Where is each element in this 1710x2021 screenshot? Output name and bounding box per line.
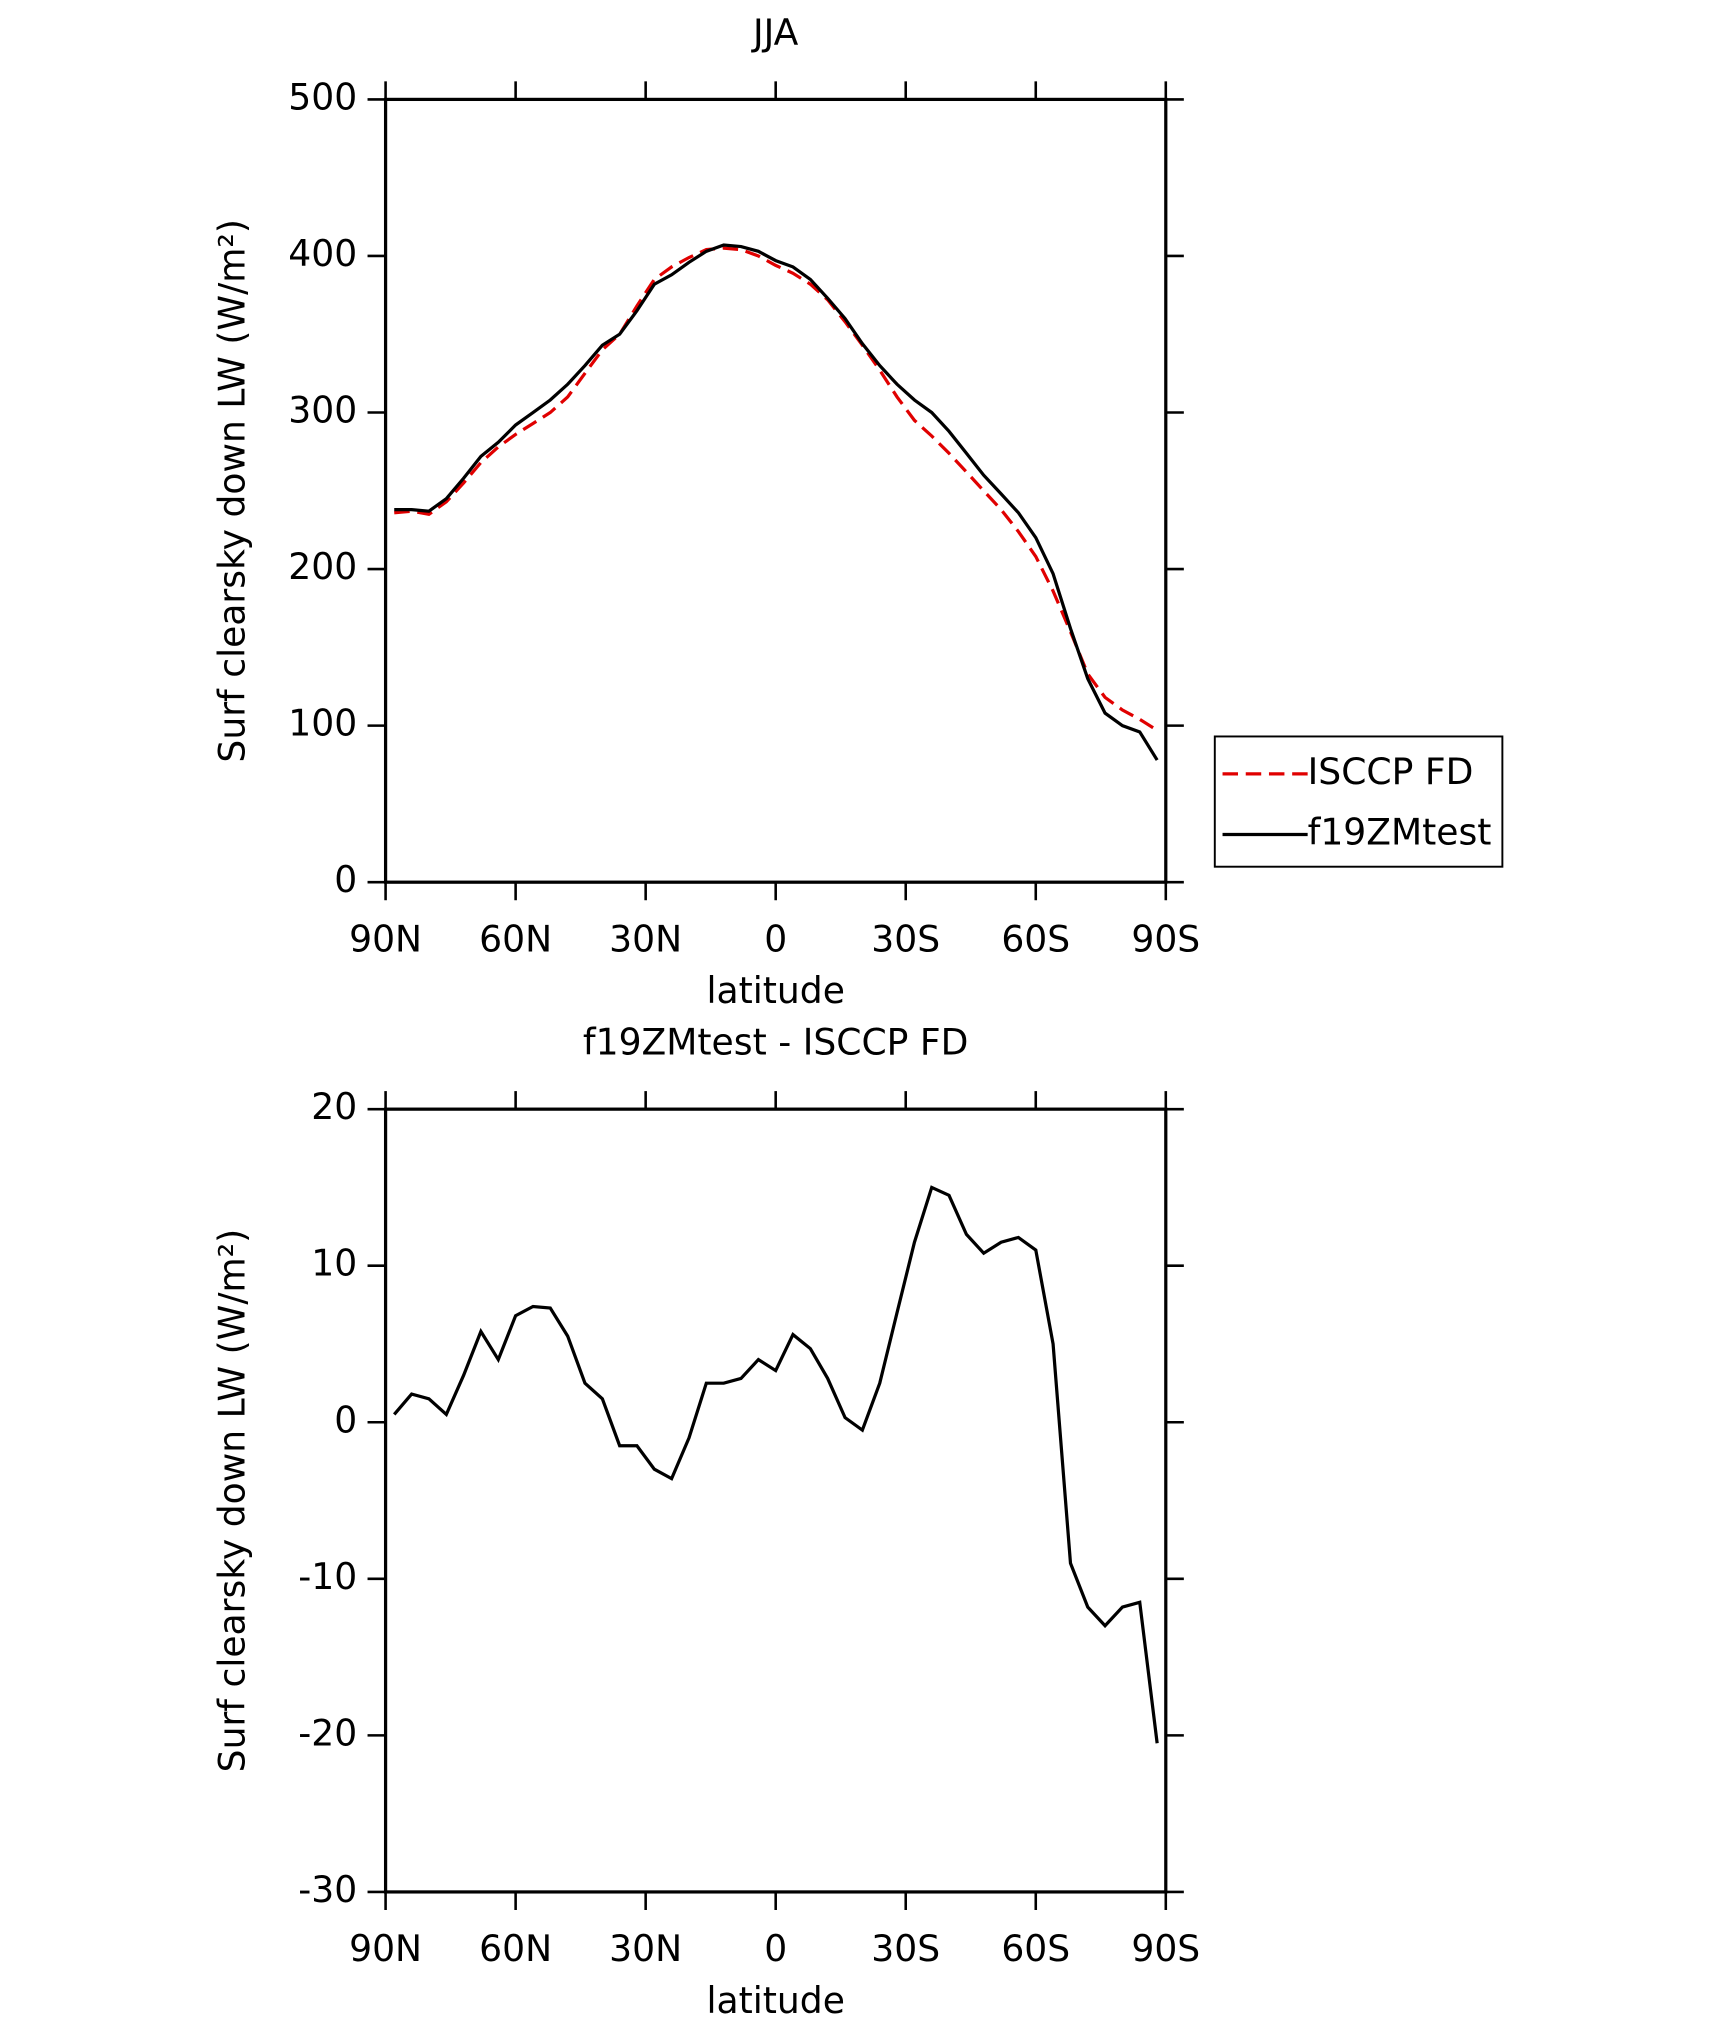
chart-title: JJA <box>751 11 799 54</box>
x-tick-label: 60N <box>479 1927 552 1970</box>
y-axis-label: Surf clearsky down LW (W/m²) <box>211 219 254 763</box>
x-tick-label: 90S <box>1131 1927 1200 1970</box>
y-tick-label: 10 <box>311 1242 357 1285</box>
y-tick-label: 20 <box>311 1085 357 1128</box>
data-line <box>393 1185 1159 1744</box>
y-tick-label: 0 <box>334 858 357 901</box>
x-axis-label: latitude <box>706 1979 844 2021</box>
legend-label: f19ZMtest <box>1308 810 1492 853</box>
x-tick-label: 0 <box>764 1927 787 1970</box>
x-tick-label: 0 <box>764 918 787 961</box>
x-tick-label: 30S <box>871 1927 940 1970</box>
x-tick-label: 30S <box>871 918 940 961</box>
x-tick-label: 60N <box>479 918 552 961</box>
y-tick-label: -10 <box>298 1555 357 1598</box>
y-tick-label: 300 <box>288 389 357 432</box>
y-tick-label: 200 <box>288 545 357 588</box>
y-axis-label: Surf clearsky down LW (W/m²) <box>211 1229 254 1773</box>
x-tick-label: 30N <box>609 918 682 961</box>
y-tick-label: 0 <box>334 1398 357 1441</box>
chart-title: f19ZMtest - ISCCP FD <box>583 1021 969 1064</box>
legend-label: ISCCP FD <box>1308 750 1474 793</box>
x-tick-label: 60S <box>1001 1927 1070 1970</box>
x-tick-label: 90N <box>349 1927 422 1970</box>
x-tick-label: 30N <box>609 1927 682 1970</box>
y-tick-label: 100 <box>288 702 357 745</box>
legend-box <box>1213 735 1504 868</box>
y-tick-label: 500 <box>288 75 357 118</box>
y-tick-label: -30 <box>298 1868 357 1911</box>
x-tick-label: 60S <box>1001 918 1070 961</box>
x-tick-label: 90S <box>1131 918 1200 961</box>
data-line <box>394 246 1159 732</box>
y-tick-label: -20 <box>298 1711 357 1754</box>
x-axis-label: latitude <box>706 969 844 1012</box>
data-line <box>394 243 1159 761</box>
plot-frame <box>383 97 1168 884</box>
plot-frame <box>383 1107 1168 1894</box>
y-tick-label: 400 <box>288 232 357 275</box>
x-tick-label: 90N <box>349 918 422 961</box>
